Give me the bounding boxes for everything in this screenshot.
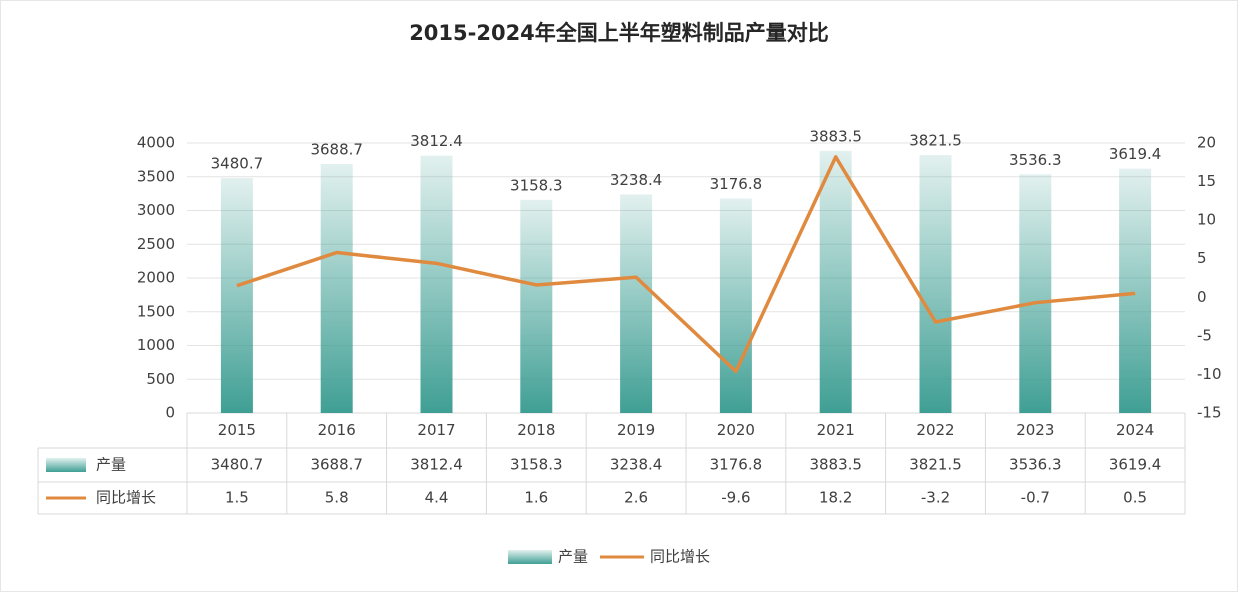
table-cell: 3688.7 bbox=[310, 456, 363, 474]
y2-tick-label: -15 bbox=[1197, 404, 1222, 422]
table-cell: 1.6 bbox=[524, 489, 548, 507]
table-cell: 2.6 bbox=[624, 489, 648, 507]
y-tick-label: 2500 bbox=[137, 235, 175, 253]
line bbox=[236, 155, 1136, 374]
x-tick-label: 2022 bbox=[916, 421, 954, 439]
table-cell: 3480.7 bbox=[211, 456, 264, 474]
table-cell: 3821.5 bbox=[909, 456, 962, 474]
table-cell: 3176.8 bbox=[710, 456, 763, 474]
table-cell: 3536.3 bbox=[1009, 456, 1062, 474]
y2-tick-label: 0 bbox=[1197, 288, 1207, 306]
bar bbox=[1119, 168, 1152, 413]
table-series-name: 同比增长 bbox=[96, 489, 156, 507]
y-tick-label: 500 bbox=[146, 370, 175, 388]
table-cell: 18.2 bbox=[819, 489, 852, 507]
y-tick-label: 1500 bbox=[137, 302, 175, 320]
table-cell: 3812.4 bbox=[410, 456, 463, 474]
data-label: 3688.7 bbox=[310, 141, 363, 159]
bar bbox=[520, 199, 553, 413]
table-cell: 4.4 bbox=[425, 489, 449, 507]
table-cell: -0.7 bbox=[1021, 489, 1050, 507]
table-cell: -9.6 bbox=[721, 489, 750, 507]
y2-tick-label: 20 bbox=[1197, 134, 1216, 152]
x-tick-label: 2023 bbox=[1016, 421, 1054, 439]
data-label: 3158.3 bbox=[510, 176, 563, 194]
legend-label: 产量 bbox=[558, 548, 588, 566]
y-tick-label: 1000 bbox=[137, 336, 175, 354]
bar bbox=[719, 198, 752, 413]
legend-swatch bbox=[46, 458, 86, 472]
table-cell: 3238.4 bbox=[610, 456, 663, 474]
x-tick-label: 2015 bbox=[218, 421, 256, 439]
y2-tick-label: 5 bbox=[1197, 249, 1207, 267]
y-tick-label: 3500 bbox=[137, 167, 175, 185]
data-label: 3821.5 bbox=[909, 132, 962, 150]
data-label: 3883.5 bbox=[809, 127, 862, 145]
table-cell: 0.5 bbox=[1123, 489, 1147, 507]
table-cell: 5.8 bbox=[325, 489, 349, 507]
bar bbox=[819, 150, 852, 413]
table-cell: 3619.4 bbox=[1109, 456, 1162, 474]
bar bbox=[620, 194, 653, 413]
table-cell: 1.5 bbox=[225, 489, 249, 507]
x-tick-label: 2016 bbox=[318, 421, 356, 439]
table-series-name: 产量 bbox=[96, 456, 126, 474]
y-tick-label: 4000 bbox=[137, 134, 175, 152]
data-label: 3238.4 bbox=[610, 171, 663, 189]
x-tick-label: 2024 bbox=[1116, 421, 1154, 439]
data-label: 3812.4 bbox=[410, 132, 463, 150]
table-cell: 3883.5 bbox=[809, 456, 862, 474]
chart-title: 2015-2024年全国上半年塑料制品产量对比 bbox=[409, 21, 829, 45]
x-tick-label: 2021 bbox=[817, 421, 855, 439]
table-cell: -3.2 bbox=[921, 489, 950, 507]
legend-label: 同比增长 bbox=[650, 548, 710, 566]
bar bbox=[1019, 174, 1052, 413]
y-tick-label: 3000 bbox=[137, 201, 175, 219]
bar bbox=[919, 155, 952, 413]
data-label: 3176.8 bbox=[710, 175, 763, 193]
y2-tick-label: -5 bbox=[1197, 326, 1212, 344]
data-label: 3619.4 bbox=[1109, 145, 1162, 163]
y2-tick-label: 15 bbox=[1197, 172, 1216, 190]
data-label: 3480.7 bbox=[211, 155, 264, 173]
x-tick-label: 2020 bbox=[717, 421, 755, 439]
legend-swatch bbox=[508, 550, 552, 564]
x-tick-label: 2017 bbox=[417, 421, 455, 439]
table-cell: 3158.3 bbox=[510, 456, 563, 474]
bar bbox=[420, 155, 453, 413]
y2-tick-label: 10 bbox=[1197, 211, 1216, 229]
bar bbox=[320, 164, 353, 413]
y-tick-label: 0 bbox=[165, 404, 175, 422]
bar bbox=[220, 178, 253, 413]
x-tick-label: 2019 bbox=[617, 421, 655, 439]
data-label: 3536.3 bbox=[1009, 151, 1062, 169]
y2-tick-label: -10 bbox=[1197, 365, 1222, 383]
x-tick-label: 2018 bbox=[517, 421, 555, 439]
y-tick-label: 2000 bbox=[137, 269, 175, 287]
